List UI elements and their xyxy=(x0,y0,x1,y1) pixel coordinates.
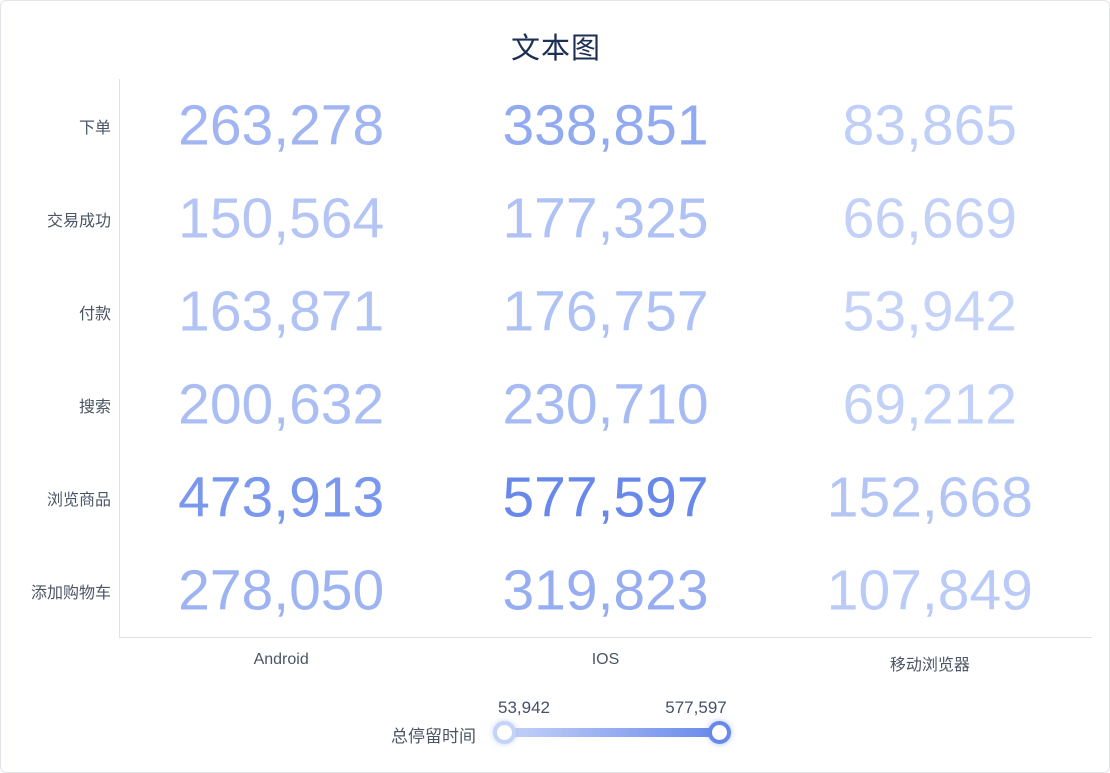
y-axis-label: 下单 xyxy=(78,119,111,137)
x-axis-label: IOS xyxy=(591,651,620,668)
chart-value-cell[interactable]: 577,597 xyxy=(502,465,709,530)
chart-value-cell[interactable]: 473,913 xyxy=(178,465,385,530)
chart-value-cell[interactable]: 230,710 xyxy=(502,372,709,437)
x-axis-label: 移动浏览器 xyxy=(889,657,970,674)
visual-map-slider-track[interactable] xyxy=(504,728,719,737)
chart-value-cell[interactable]: 263,278 xyxy=(178,93,385,158)
chart-value-cell[interactable]: 69,212 xyxy=(842,372,1017,437)
chart-value-cell[interactable]: 176,757 xyxy=(502,279,709,344)
y-axis-label: 交易成功 xyxy=(46,212,111,230)
y-axis-label: 浏览商品 xyxy=(46,492,111,510)
chart-value-cell[interactable]: 177,325 xyxy=(502,186,709,251)
chart-value-cell[interactable]: 66,669 xyxy=(842,186,1017,251)
chart-value-cell[interactable]: 278,050 xyxy=(178,558,385,623)
chart-value-cell[interactable]: 338,851 xyxy=(502,93,709,158)
y-axis-line xyxy=(119,79,120,638)
y-axis-label: 搜索 xyxy=(78,399,111,417)
visual-map-min-handle[interactable] xyxy=(493,721,516,744)
chart-value-cell[interactable]: 107,849 xyxy=(826,558,1033,623)
chart-value-cell[interactable]: 319,823 xyxy=(502,558,709,623)
chart-value-cell[interactable]: 53,942 xyxy=(842,279,1017,344)
chart-value-cell[interactable]: 83,865 xyxy=(842,93,1017,158)
chart-value-cell[interactable]: 200,632 xyxy=(178,372,385,437)
visual-map-min-value: 53,942 xyxy=(498,698,550,717)
visual-map-label: 总停留时间 xyxy=(391,727,476,746)
y-axis-label: 付款 xyxy=(78,305,111,323)
y-axis-label: 添加购物车 xyxy=(30,585,111,603)
x-axis-label: Android xyxy=(253,651,309,668)
chart-value-cell[interactable]: 152,668 xyxy=(826,465,1033,530)
visual-map-max-value: 577,597 xyxy=(665,698,727,717)
x-axis-line xyxy=(119,637,1092,638)
visual-map-max-handle[interactable] xyxy=(708,721,731,744)
chart-title: 文本图 xyxy=(510,33,601,65)
chart-value-cell[interactable]: 163,871 xyxy=(178,279,385,344)
chart-value-cell[interactable]: 150,564 xyxy=(178,186,385,251)
